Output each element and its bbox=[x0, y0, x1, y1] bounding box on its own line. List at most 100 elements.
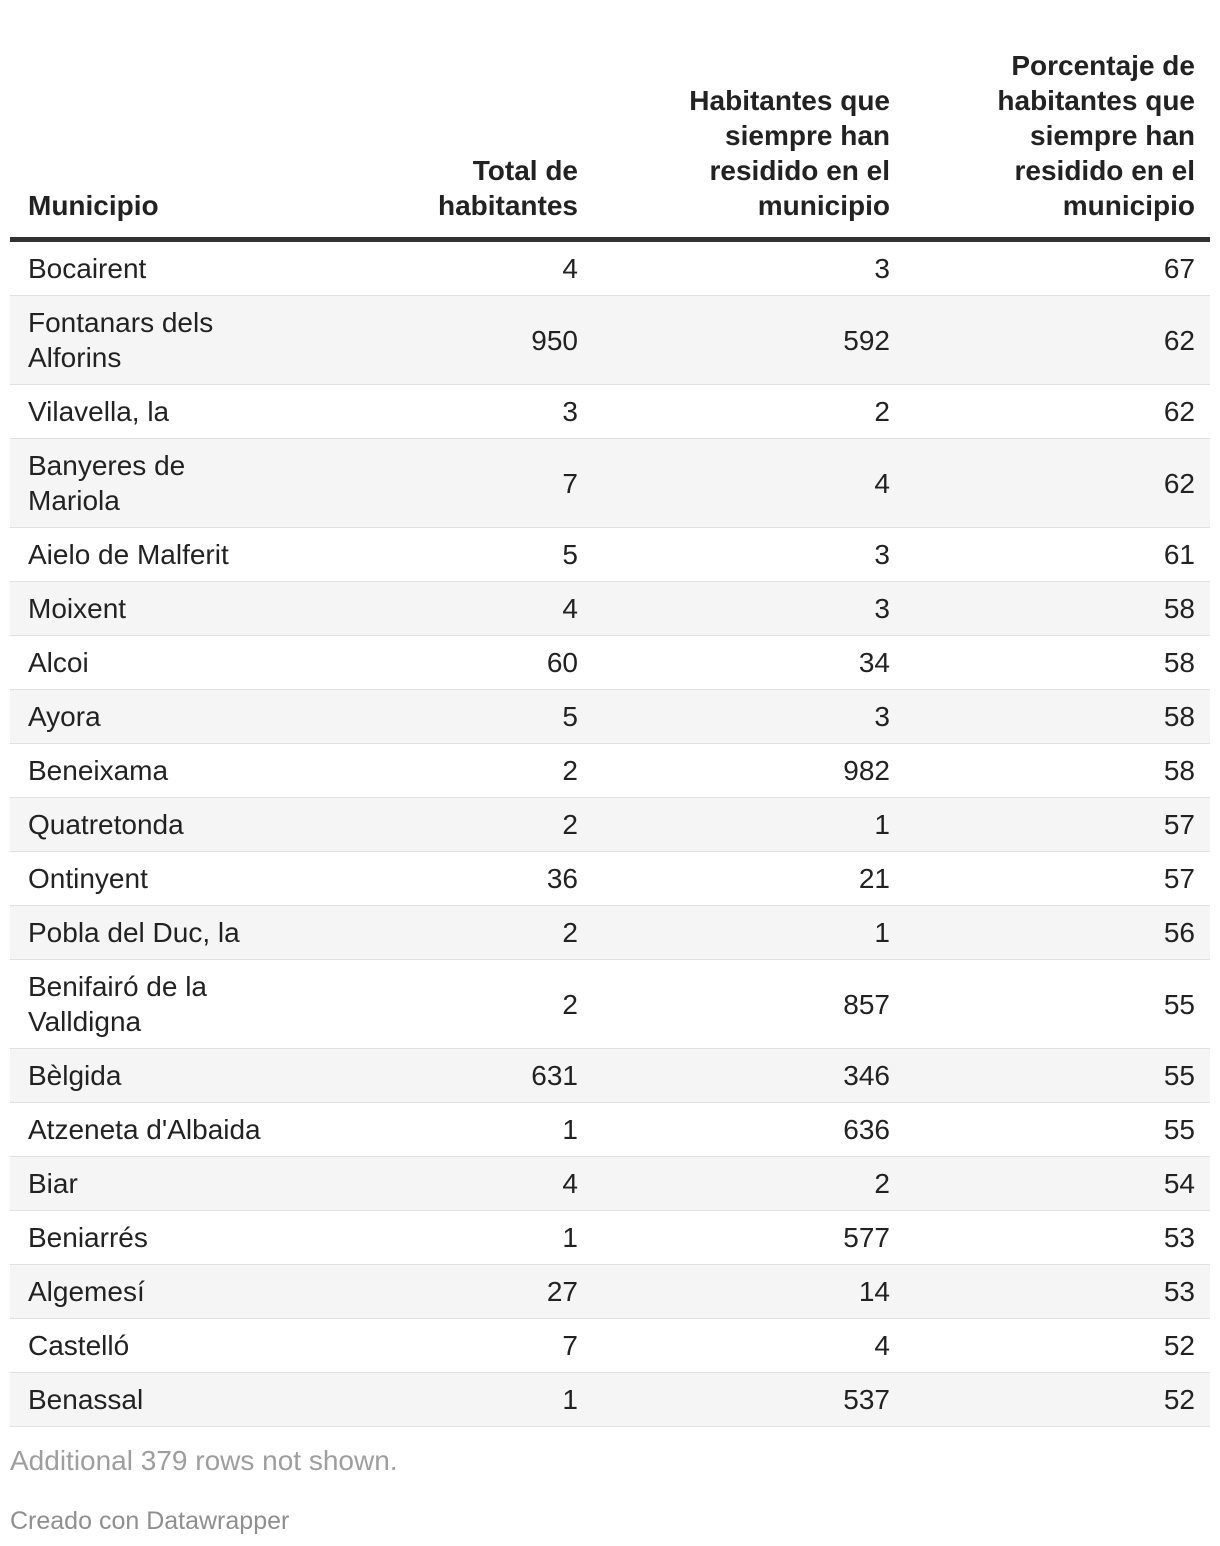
municipality-cell: Bocairent bbox=[10, 239, 393, 296]
habitantes-residido-cell: 14 bbox=[593, 1264, 905, 1319]
habitantes-residido-cell: 34 bbox=[593, 635, 905, 690]
municipality-cell: Beneixama bbox=[10, 743, 393, 798]
total-habitantes-cell: 4 bbox=[393, 239, 593, 296]
municipality-cell: Ontinyent bbox=[10, 851, 393, 906]
municipality-cell: Beniarrés bbox=[10, 1210, 393, 1265]
municipios-table: Municipio Total de habitantes Habitantes … bbox=[10, 48, 1210, 1427]
total-habitantes-cell: 1 bbox=[393, 1372, 593, 1427]
municipality-cell: Vilavella, la bbox=[10, 384, 393, 439]
habitantes-residido-cell: 3 bbox=[593, 689, 905, 744]
porcentaje-cell: 61 bbox=[905, 527, 1210, 582]
total-habitantes-cell: 2 bbox=[393, 959, 593, 1049]
total-habitantes-cell: 950 bbox=[393, 295, 593, 385]
porcentaje-cell: 58 bbox=[905, 743, 1210, 798]
habitantes-residido-cell: 2 bbox=[593, 384, 905, 439]
porcentaje-cell: 54 bbox=[905, 1156, 1210, 1211]
table-row: Castelló 7 4 52 bbox=[10, 1318, 1210, 1373]
porcentaje-cell: 57 bbox=[905, 797, 1210, 852]
table-row: Quatretonda 2 1 57 bbox=[10, 797, 1210, 852]
total-habitantes-cell: 7 bbox=[393, 438, 593, 528]
porcentaje-cell: 58 bbox=[905, 635, 1210, 690]
habitantes-residido-cell: 857 bbox=[593, 959, 905, 1049]
total-habitantes-cell: 36 bbox=[393, 851, 593, 906]
porcentaje-cell: 53 bbox=[905, 1264, 1210, 1319]
table-row: Benifairó de la Valldigna 2 857 55 bbox=[10, 959, 1210, 1049]
municipality-cell: Castelló bbox=[10, 1318, 393, 1373]
total-habitantes-cell: 2 bbox=[393, 797, 593, 852]
table-row: Algemesí 27 14 53 bbox=[10, 1264, 1210, 1319]
municipality-cell: Banyeres de Mariola bbox=[10, 438, 393, 528]
total-habitantes-cell: 2 bbox=[393, 905, 593, 960]
column-header-porcentaje-residido: Porcentaje de habitantes que siempre han re… bbox=[905, 48, 1210, 242]
habitantes-residido-cell: 3 bbox=[593, 527, 905, 582]
total-habitantes-cell: 7 bbox=[393, 1318, 593, 1373]
municipality-cell: Benassal bbox=[10, 1372, 393, 1427]
porcentaje-cell: 62 bbox=[905, 295, 1210, 385]
porcentaje-cell: 58 bbox=[905, 689, 1210, 744]
habitantes-residido-cell: 3 bbox=[593, 239, 905, 296]
habitantes-residido-cell: 537 bbox=[593, 1372, 905, 1427]
total-habitantes-cell: 27 bbox=[393, 1264, 593, 1319]
porcentaje-cell: 55 bbox=[905, 1048, 1210, 1103]
table-body: Bocairent 4 3 67 Fontanars dels Alforins 950 59… bbox=[10, 239, 1210, 1427]
porcentaje-cell: 55 bbox=[905, 1102, 1210, 1157]
table-row: Ayora 5 3 58 bbox=[10, 689, 1210, 744]
total-habitantes-cell: 3 bbox=[393, 384, 593, 439]
porcentaje-cell: 57 bbox=[905, 851, 1210, 906]
habitantes-residido-cell: 4 bbox=[593, 1318, 905, 1373]
porcentaje-cell: 58 bbox=[905, 581, 1210, 636]
rows-not-shown-note: Additional 379 rows not shown. bbox=[10, 1445, 398, 1476]
porcentaje-cell: 52 bbox=[905, 1372, 1210, 1427]
municipality-cell: Biar bbox=[10, 1156, 393, 1211]
habitantes-residido-cell: 1 bbox=[593, 905, 905, 960]
municipality-cell: Quatretonda bbox=[10, 797, 393, 852]
table-row: Atzeneta d'Albaida 1 636 55 bbox=[10, 1102, 1210, 1157]
total-habitantes-cell: 5 bbox=[393, 527, 593, 582]
table-row: Aielo de Malferit 5 3 61 bbox=[10, 527, 1210, 582]
municipality-cell: Benifairó de la Valldigna bbox=[10, 959, 393, 1049]
table-row: Beniarrés 1 577 53 bbox=[10, 1210, 1210, 1265]
municipality-cell: Alcoi bbox=[10, 635, 393, 690]
municipality-cell: Moixent bbox=[10, 581, 393, 636]
habitantes-residido-cell: 2 bbox=[593, 1156, 905, 1211]
table-row: Ontinyent 36 21 57 bbox=[10, 851, 1210, 906]
datawrapper-attribution[interactable]: Creado con Datawrapper bbox=[10, 1507, 290, 1535]
table-row: Benassal 1 537 52 bbox=[10, 1372, 1210, 1427]
porcentaje-cell: 53 bbox=[905, 1210, 1210, 1265]
table-row: Banyeres de Mariola 7 4 62 bbox=[10, 438, 1210, 528]
table-row: Beneixama 2 982 58 bbox=[10, 743, 1210, 798]
municipality-cell: Ayora bbox=[10, 689, 393, 744]
habitantes-residido-cell: 577 bbox=[593, 1210, 905, 1265]
total-habitantes-cell: 631 bbox=[393, 1048, 593, 1103]
column-header-habitantes-residido: Habitantes que siempre han residido en el m… bbox=[593, 48, 905, 242]
habitantes-residido-cell: 21 bbox=[593, 851, 905, 906]
table-row: Pobla del Duc, la 2 1 56 bbox=[10, 905, 1210, 960]
municipality-cell: Pobla del Duc, la bbox=[10, 905, 393, 960]
table-header: Municipio Total de habitantes Habitantes … bbox=[10, 48, 1210, 242]
table-row: Alcoi 60 34 58 bbox=[10, 635, 1210, 690]
porcentaje-cell: 52 bbox=[905, 1318, 1210, 1373]
table-row: Biar 4 2 54 bbox=[10, 1156, 1210, 1211]
municipality-cell: Fontanars dels Alforins bbox=[10, 295, 393, 385]
municipality-cell: Bèlgida bbox=[10, 1048, 393, 1103]
habitantes-residido-cell: 592 bbox=[593, 295, 905, 385]
porcentaje-cell: 67 bbox=[905, 239, 1210, 296]
habitantes-residido-cell: 982 bbox=[593, 743, 905, 798]
total-habitantes-cell: 1 bbox=[393, 1102, 593, 1157]
total-habitantes-cell: 5 bbox=[393, 689, 593, 744]
table-row: Vilavella, la 3 2 62 bbox=[10, 384, 1210, 439]
municipality-cell: Atzeneta d'Albaida bbox=[10, 1102, 393, 1157]
municipality-cell: Algemesí bbox=[10, 1264, 393, 1319]
habitantes-residido-cell: 4 bbox=[593, 438, 905, 528]
table-row: Fontanars dels Alforins 950 592 62 bbox=[10, 295, 1210, 385]
porcentaje-cell: 62 bbox=[905, 438, 1210, 528]
habitantes-residido-cell: 346 bbox=[593, 1048, 905, 1103]
table-row: Bèlgida 631 346 55 bbox=[10, 1048, 1210, 1103]
total-habitantes-cell: 2 bbox=[393, 743, 593, 798]
total-habitantes-cell: 60 bbox=[393, 635, 593, 690]
municipality-cell: Aielo de Malferit bbox=[10, 527, 393, 582]
table-row: Bocairent 4 3 67 bbox=[10, 239, 1210, 296]
habitantes-residido-cell: 636 bbox=[593, 1102, 905, 1157]
header-row: Municipio Total de habitantes Habitantes … bbox=[10, 48, 1210, 242]
